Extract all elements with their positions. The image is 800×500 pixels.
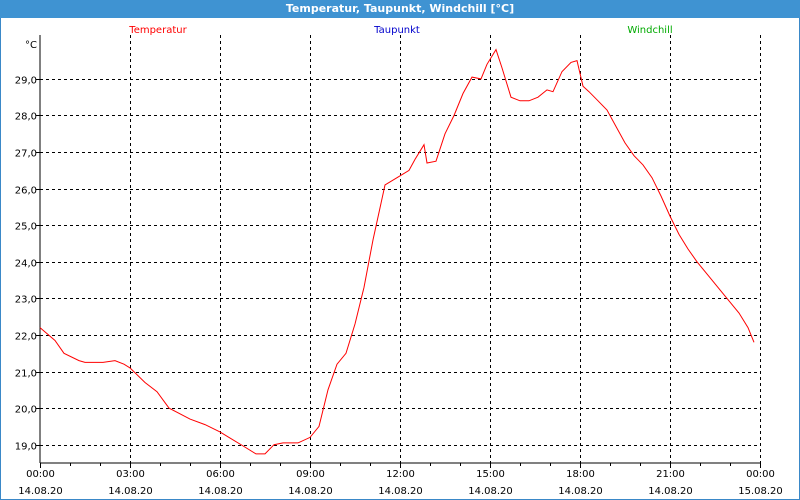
x-tick-time: 06:00 (206, 469, 235, 480)
x-tick-time: 00:00 (26, 469, 55, 480)
y-tick-label: 25,0 (15, 222, 37, 233)
x-tick-date: 14.08.20 (558, 486, 603, 497)
legend-item: Temperatur (128, 25, 187, 36)
x-tick-time: 03:00 (116, 469, 145, 480)
y-tick-label: 23,0 (15, 295, 37, 306)
y-tick-label: 28,0 (15, 112, 37, 123)
y-tick-label: 26,0 (15, 186, 37, 197)
series-line-temperatur (39, 48, 755, 455)
legend-item: Taupunkt (373, 25, 420, 36)
x-tick-date: 14.08.20 (378, 486, 423, 497)
x-tick-time: 18:00 (566, 469, 595, 480)
x-tick-date: 14.08.20 (198, 486, 243, 497)
y-axis-ticks: 19,0 20,0 21,0 22,0 23,0 24,0 25,0 26,0 27,0 28,0… (15, 76, 37, 453)
x-tick-time: 21:00 (656, 469, 685, 480)
temperature-chart: Temperatur Taupunkt Windchill °C 19,0 20,0 2… (15, 25, 783, 497)
chart-grid (36, 35, 761, 468)
chart-legend: Temperatur Taupunkt Windchill (128, 25, 672, 36)
x-axis-ticks: 00:00 14.08.20 03:00 14.08.20 06:00 14.08.20 0… (18, 469, 783, 497)
y-axis-unit: °C (25, 40, 37, 51)
x-tick-time: 09:00 (296, 469, 325, 480)
x-tick-time: 00:00 (746, 469, 775, 480)
x-tick-date: 14.08.20 (648, 486, 693, 497)
y-tick-label: 20,0 (15, 405, 37, 416)
y-tick-label: 29,0 (15, 76, 37, 87)
y-tick-label: 27,0 (15, 149, 37, 160)
x-tick-time: 12:00 (386, 469, 415, 480)
x-tick-date: 14.08.20 (108, 486, 153, 497)
y-tick-label: 24,0 (15, 259, 37, 270)
x-tick-date: 15.08.20 (738, 486, 783, 497)
legend-item: Windchill (627, 25, 672, 36)
y-tick-label: 19,0 (15, 442, 37, 453)
y-tick-label: 22,0 (15, 332, 37, 343)
x-tick-time: 15:00 (476, 469, 505, 480)
x-tick-date: 14.08.20 (288, 486, 333, 497)
chart-series (39, 48, 755, 455)
x-tick-date: 14.08.20 (468, 486, 513, 497)
window-title: Temperatur, Taupunkt, Windchill [°C] (0, 0, 800, 18)
x-tick-date: 14.08.20 (18, 486, 63, 497)
y-tick-label: 21,0 (15, 369, 37, 380)
